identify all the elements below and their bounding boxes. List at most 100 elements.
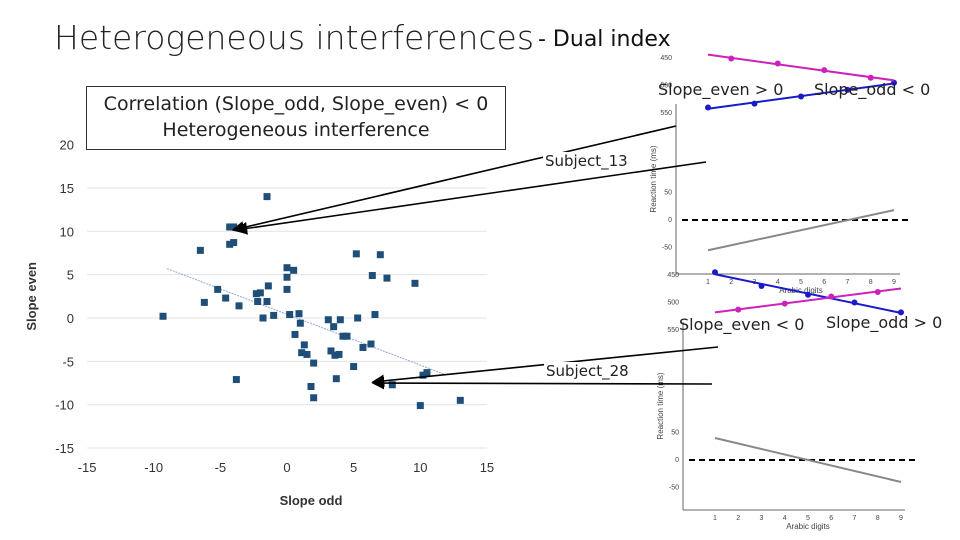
- s28-slope-odd-label: Slope_odd > 0: [826, 313, 943, 332]
- magenta-data-point: [828, 293, 835, 300]
- data-point: [196, 246, 204, 254]
- data-point: [226, 223, 234, 231]
- mini-y-axis-title: Reaction time (ms): [649, 145, 658, 212]
- mini-y-tick-label: 450: [660, 55, 672, 62]
- data-point: [354, 314, 362, 322]
- x-tick-label: -5: [215, 460, 227, 475]
- data-point: [264, 282, 272, 290]
- mini-x-tick-label: 2: [729, 279, 733, 286]
- s13-slope-even-label: Slope_even > 0: [658, 80, 784, 99]
- subject-13-label: Subject_13: [543, 152, 630, 170]
- arrow-subject13-bottom: [234, 161, 707, 235]
- mini-x-tick-label: 1: [713, 515, 717, 522]
- mini-y-tick-label: -50: [669, 485, 679, 492]
- blue-data-point: [751, 100, 758, 107]
- mini-x-tick-label: 5: [799, 279, 803, 286]
- data-point: [332, 375, 340, 383]
- data-point: [310, 394, 318, 402]
- data-point: [371, 311, 379, 319]
- mini-x-tick-label: 8: [869, 279, 873, 286]
- data-point: [336, 316, 344, 324]
- data-point: [254, 298, 262, 306]
- blue-data-point: [712, 269, 718, 276]
- magenta-fit-line: [714, 287, 902, 314]
- data-point: [296, 319, 304, 327]
- s13-slope-odd-label: Slope_odd < 0: [814, 80, 931, 99]
- data-point: [291, 330, 299, 338]
- mini-x-tick-label: 4: [783, 515, 787, 522]
- y-tick-label: 10: [60, 224, 74, 239]
- data-point: [419, 371, 427, 379]
- data-point: [331, 351, 339, 359]
- data-point: [263, 193, 271, 201]
- slide-subtitle: - Dual index: [538, 27, 671, 52]
- mini-y-tick-label: 500: [660, 83, 672, 90]
- y-tick-label: 5: [67, 268, 74, 283]
- data-point: [330, 323, 338, 331]
- x-tick-label: 10: [413, 460, 427, 475]
- y-tick-label: -15: [55, 441, 74, 456]
- data-point: [295, 310, 303, 318]
- data-point: [456, 396, 464, 404]
- mini-x-tick-label: 3: [760, 515, 764, 522]
- data-point: [159, 312, 167, 320]
- mini-y-tick-label: -50: [662, 245, 672, 252]
- x-tick-label: -10: [144, 460, 163, 475]
- data-point: [214, 285, 222, 293]
- blue-data-point: [805, 291, 811, 298]
- data-point: [300, 341, 308, 349]
- mini-x-tick-label: 1: [706, 279, 710, 286]
- arrow-subject28-bottom: [371, 376, 713, 390]
- data-point: [350, 363, 358, 371]
- mini-y-axis-title: Reaction time (ms): [656, 372, 665, 439]
- magenta-data-point: [874, 289, 881, 296]
- data-point: [235, 302, 243, 310]
- mini-y-tick-label: 50: [671, 430, 679, 437]
- y-tick-label: 0: [67, 311, 74, 326]
- blue-data-point: [891, 79, 897, 86]
- data-point: [423, 369, 431, 377]
- blue-data-point: [705, 104, 711, 111]
- mini-x-tick-label: 2: [736, 515, 740, 522]
- data-point: [335, 350, 343, 358]
- data-point: [252, 290, 260, 298]
- data-point: [327, 347, 335, 355]
- blue-data-point: [798, 93, 804, 100]
- data-point: [416, 402, 424, 410]
- mini-x-tick-label: 5: [806, 515, 810, 522]
- magenta-data-point: [821, 67, 828, 74]
- mini-x-tick-label: 9: [892, 279, 896, 286]
- data-point: [298, 349, 306, 357]
- trendline: [166, 268, 448, 376]
- mini-y-tick-label: 50: [664, 190, 672, 197]
- data-point: [303, 350, 311, 358]
- mini-y-tick-label: 0: [675, 457, 679, 464]
- mini-y-tick-label: 0: [668, 217, 672, 224]
- data-point: [226, 240, 234, 248]
- difference-line: [707, 209, 895, 252]
- data-point: [376, 251, 384, 259]
- data-point: [359, 343, 367, 351]
- mini-x-tick-label: 7: [846, 279, 850, 286]
- blue-data-point: [851, 299, 858, 306]
- x-axis-title: Slope odd: [280, 493, 343, 508]
- blue-data-point: [758, 283, 765, 289]
- data-point: [259, 314, 267, 322]
- heterogeneous-interference-text: Heterogeneous interference: [162, 119, 430, 141]
- mini-x-tick-label: 4: [776, 279, 780, 286]
- data-point: [283, 285, 291, 293]
- magenta-fit-line: [707, 53, 895, 82]
- data-point: [232, 376, 240, 384]
- data-point: [307, 382, 315, 390]
- mini-x-tick-label: 9: [899, 515, 903, 522]
- mini-y-tick-label: 450: [667, 272, 679, 279]
- data-point: [352, 250, 360, 258]
- magenta-data-point: [774, 60, 781, 67]
- mini-x-tick-label: 6: [829, 515, 833, 522]
- data-point: [388, 381, 396, 389]
- data-point: [283, 273, 291, 281]
- magenta-data-point: [735, 306, 742, 313]
- mini-x-axis-title: Arabic digits: [786, 522, 830, 531]
- x-tick-label: 0: [283, 460, 290, 475]
